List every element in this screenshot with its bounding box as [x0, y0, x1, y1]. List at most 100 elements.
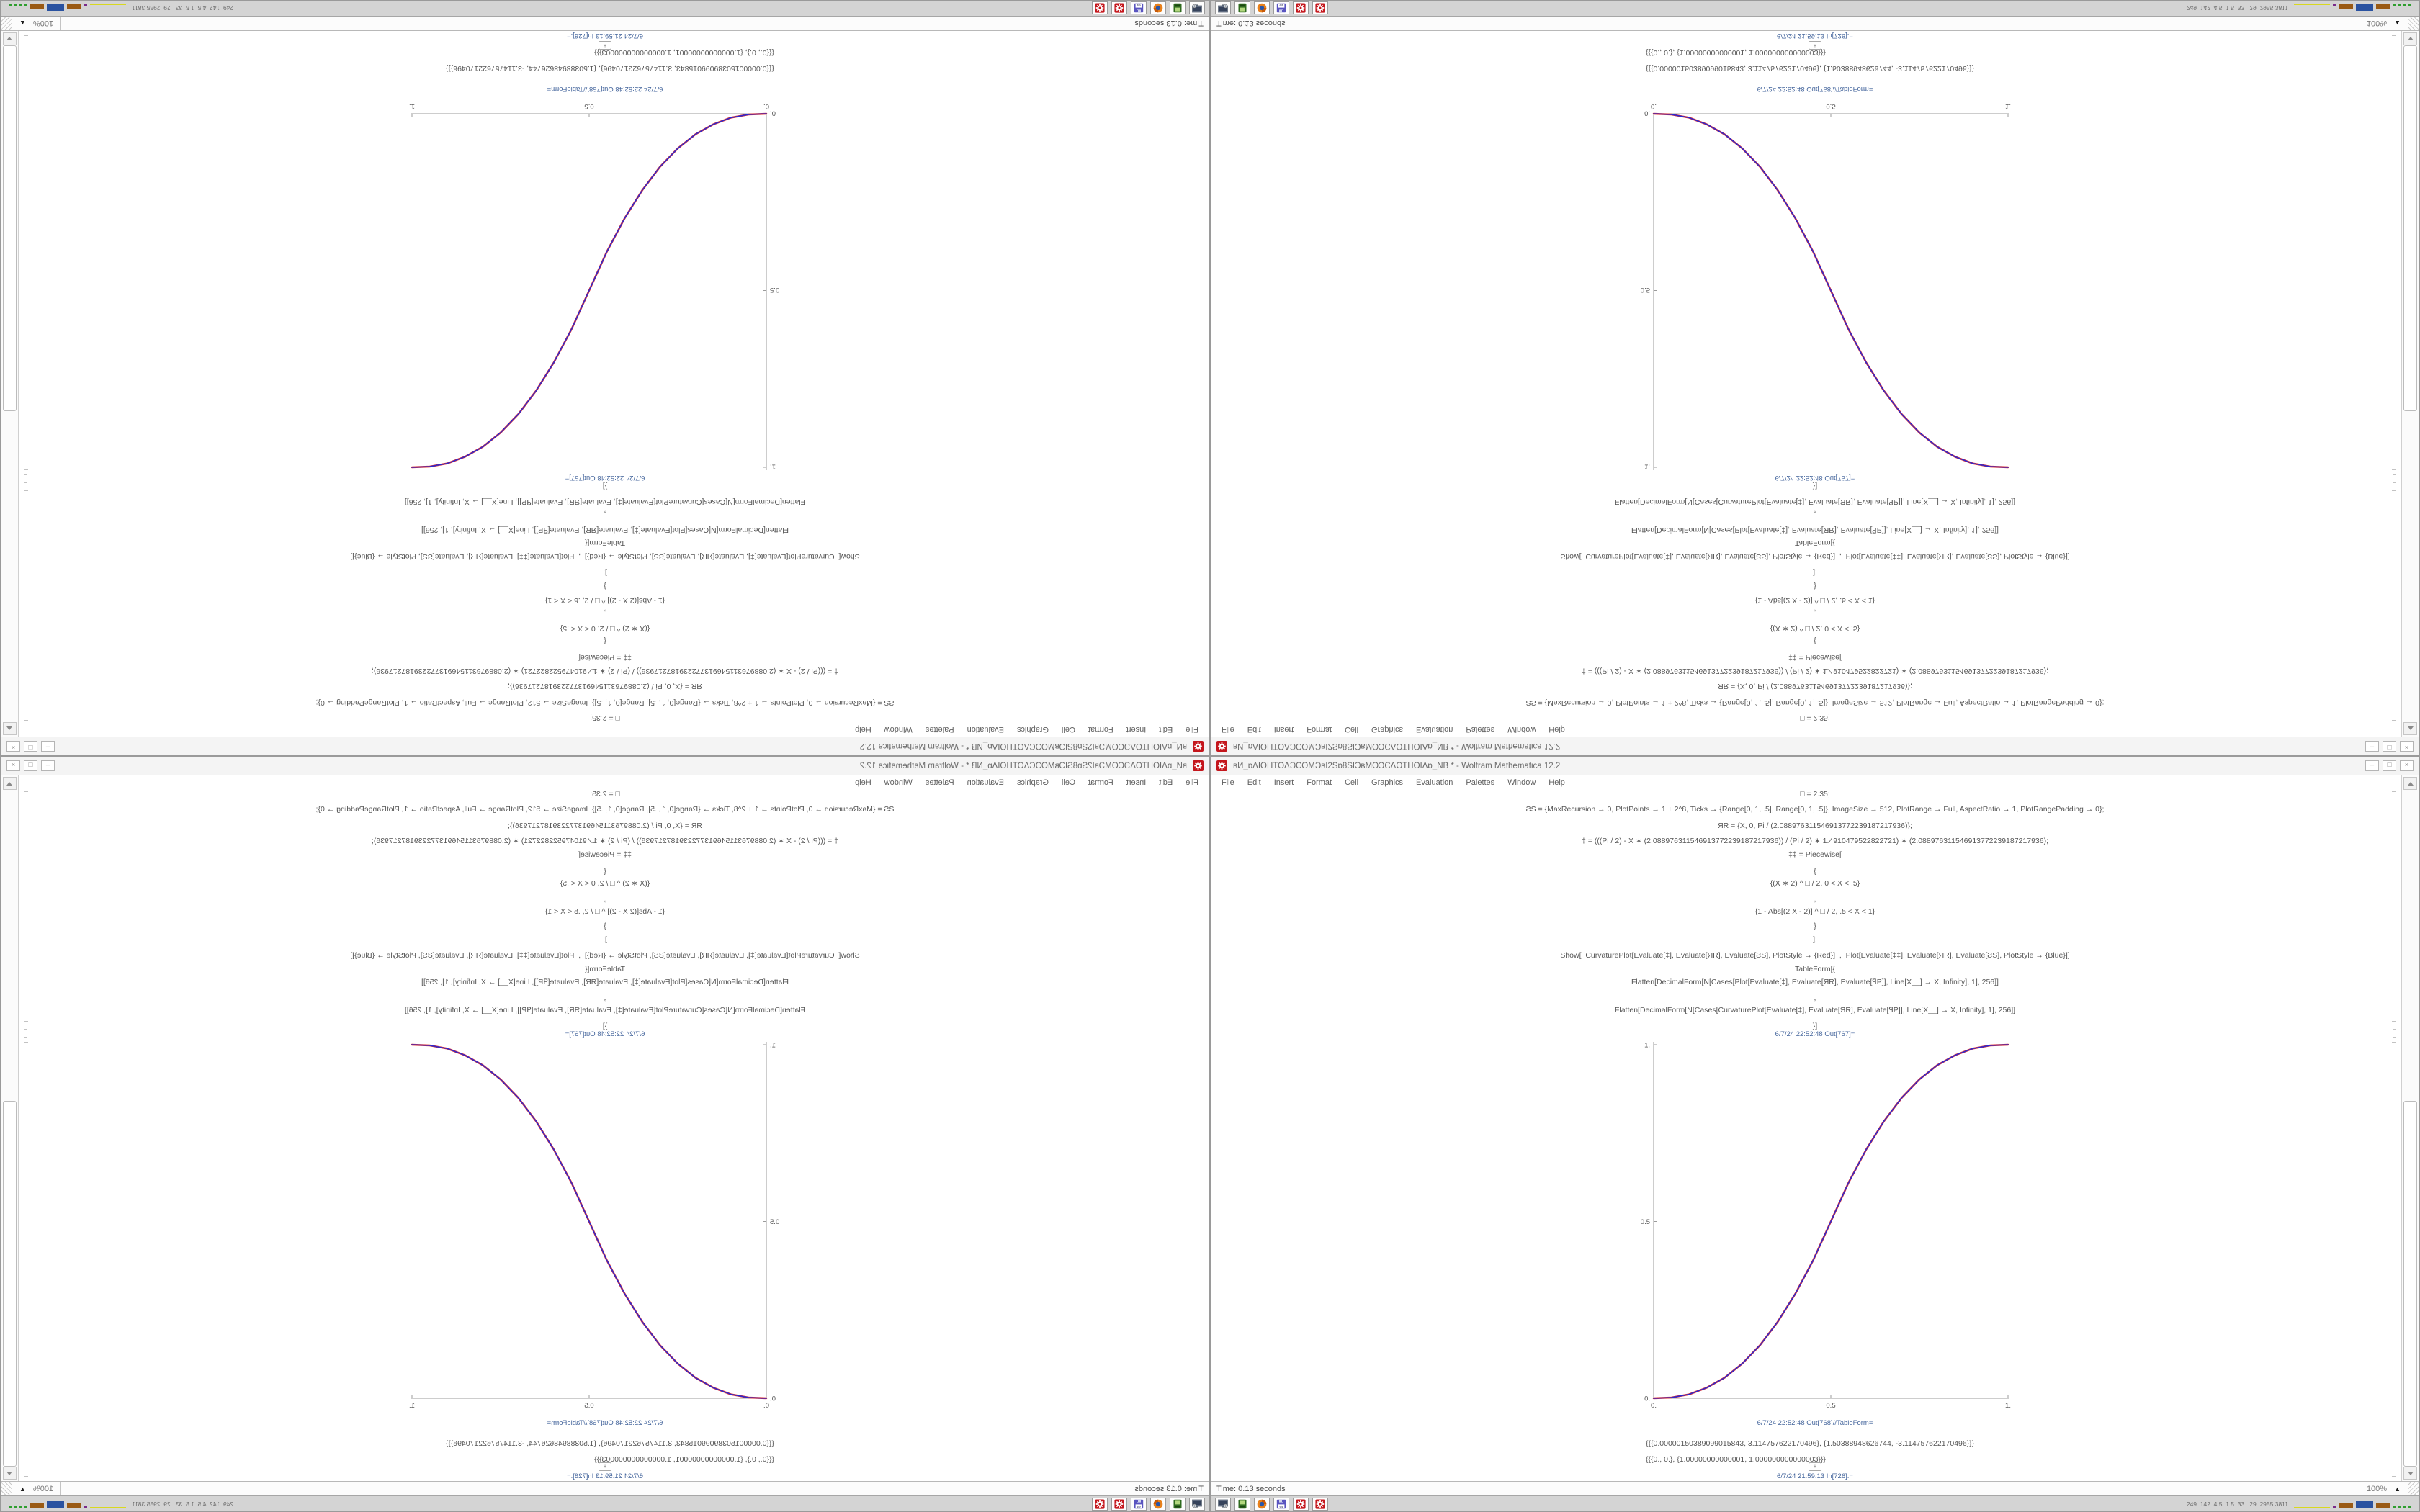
- code-line[interactable]: }: [1814, 922, 1816, 930]
- code-line[interactable]: TableForm[{: [1794, 965, 1836, 973]
- plot-graphic[interactable]: 0. 0.5 1. 0. 0.5 1.: [395, 1032, 799, 1410]
- code-line[interactable]: ‡ = (((Pi / 2) - X ∗ (2.0889763115469137…: [371, 837, 839, 845]
- mathematica-gear-icon[interactable]: [1111, 1, 1127, 15]
- cell-bracket-code[interactable]: [2392, 490, 2396, 721]
- window-titlebar[interactable]: вИ_ɒΔIOHTOΛЭCOMЭвI2Sɒ8SIЭвMOƆCΛOTHOIΔɒ_N…: [1, 737, 1209, 755]
- menu-palettes[interactable]: Palettes: [925, 778, 954, 787]
- cell-bracket-label[interactable]: [24, 474, 27, 483]
- code-line[interactable]: TableForm[{: [584, 539, 626, 547]
- scrollbar-thumb[interactable]: [2403, 1101, 2417, 1467]
- code-line[interactable]: Show[ CurvaturePlot[Evaluate[‡], Evaluat…: [350, 552, 860, 561]
- code-line[interactable]: ЯR = {X, 0, Pi / (2.08897631154691377223…: [508, 822, 702, 830]
- floppy-64-icon[interactable]: 64: [1131, 1, 1147, 15]
- code-line[interactable]: }: [1814, 582, 1816, 590]
- menu-format[interactable]: Format: [1088, 725, 1113, 734]
- plot-graphic[interactable]: 0. 0.5 1. 0. 0.5 1.: [1621, 1032, 2025, 1410]
- menu-format[interactable]: Format: [1307, 778, 1332, 787]
- cell-bracket-code[interactable]: [24, 791, 28, 1022]
- mathematica-gear-icon-2[interactable]: [1092, 1, 1108, 15]
- mathematica-gear-icon[interactable]: [1293, 1, 1309, 15]
- handheld-device-icon[interactable]: [1234, 1497, 1250, 1511]
- code-line[interactable]: ‡‡ = Piecewise[: [578, 653, 632, 662]
- code-line[interactable]: ƧS = {MaxRecursion → 0, PlotPoints → 1 +…: [1525, 805, 2105, 814]
- code-line[interactable]: TableForm[{: [584, 965, 626, 973]
- menu-evaluation[interactable]: Evaluation: [1416, 778, 1453, 787]
- code-line[interactable]: ,: [604, 510, 606, 518]
- menu-window[interactable]: Window: [884, 725, 913, 734]
- code-line[interactable]: {(X ∗ 2) ^ □ / 2, 0 < X < .5}: [1770, 879, 1860, 888]
- resize-grip[interactable]: [1, 1482, 12, 1495]
- menu-evaluation[interactable]: Evaluation: [967, 778, 1004, 787]
- screenshot-tool-icon[interactable]: [1189, 1497, 1205, 1511]
- window-titlebar[interactable]: вИ_ɒΔIOHTOΛЭCOMЭвI2Sɒ8SIЭвMOƆCΛOTHOIΔɒ_N…: [1211, 757, 2419, 775]
- code-line[interactable]: ,: [604, 608, 606, 617]
- code-line[interactable]: Show[ CurvaturePlot[Evaluate[‡], Evaluat…: [350, 951, 860, 960]
- code-line[interactable]: {1 - Abs[(2 X - 2)] ^ □ / 2, .5 < X < 1}: [544, 596, 666, 605]
- code-line[interactable]: ,: [604, 994, 606, 1002]
- mathematica-gear-icon-2[interactable]: [1312, 1, 1328, 15]
- zoom-level[interactable]: 100%: [2366, 1484, 2388, 1493]
- insert-cell-plus-button[interactable]: +: [1809, 41, 1821, 50]
- menu-palettes[interactable]: Palettes: [1466, 725, 1495, 734]
- menu-window[interactable]: Window: [1507, 778, 1536, 787]
- code-line[interactable]: ‡ = (((Pi / 2) - X ∗ (2.0889763115469137…: [371, 667, 839, 675]
- menu-evaluation[interactable]: Evaluation: [967, 725, 1004, 734]
- code-line[interactable]: Flatten[DecimalForm[N[Cases[CurvaturePlo…: [404, 498, 806, 506]
- code-line[interactable]: Flatten[DecimalForm[N[Cases[Plot[Evaluat…: [1631, 978, 1999, 986]
- code-line[interactable]: ];: [1813, 568, 1817, 577]
- screenshot-tool-icon[interactable]: [1215, 1497, 1231, 1511]
- firefox-icon[interactable]: [1150, 1497, 1166, 1511]
- zoom-menu-arrow-icon[interactable]: ▲: [19, 19, 26, 27]
- code-line[interactable]: ЯR = {X, 0, Pi / (2.08897631154691377223…: [1718, 822, 1912, 830]
- floppy-64-icon[interactable]: 64: [1273, 1497, 1289, 1511]
- code-line[interactable]: ƧS = {MaxRecursion → 0, PlotPoints → 1 +…: [1525, 698, 2105, 707]
- resize-grip[interactable]: [1, 17, 12, 30]
- menu-edit[interactable]: Edit: [1247, 778, 1261, 787]
- code-line[interactable]: Show[ CurvaturePlot[Evaluate[‡], Evaluat…: [1560, 552, 2070, 561]
- code-line[interactable]: }: [604, 922, 606, 930]
- zoom-menu-arrow-icon[interactable]: ▲: [2394, 19, 2401, 27]
- code-line[interactable]: ‡ = (((Pi / 2) - X ∗ (2.0889763115469137…: [1581, 667, 2049, 675]
- close-button[interactable]: ×: [2400, 760, 2414, 771]
- menu-palettes[interactable]: Palettes: [925, 725, 954, 734]
- resize-grip[interactable]: [2408, 1482, 2419, 1495]
- menu-file[interactable]: File: [1186, 778, 1198, 787]
- code-line[interactable]: Flatten[DecimalForm[N[Cases[CurvaturePlo…: [1614, 1006, 2016, 1014]
- cell-bracket-output[interactable]: [24, 35, 28, 470]
- menu-insert[interactable]: Insert: [1273, 725, 1294, 734]
- minimize-button[interactable]: –: [2365, 760, 2379, 771]
- cell-bracket-output[interactable]: [2392, 35, 2396, 470]
- cell-bracket-output[interactable]: [2392, 1042, 2396, 1477]
- menu-file[interactable]: File: [1222, 725, 1234, 734]
- minimize-button[interactable]: –: [2365, 741, 2379, 752]
- floppy-64-icon[interactable]: 64: [1131, 1497, 1147, 1511]
- insert-cell-plus-button[interactable]: +: [599, 41, 611, 50]
- menu-palettes[interactable]: Palettes: [1466, 778, 1495, 787]
- code-line[interactable]: ,: [1814, 994, 1816, 1002]
- menu-graphics[interactable]: Graphics: [1016, 778, 1049, 787]
- mathematica-gear-icon-2[interactable]: [1092, 1497, 1108, 1511]
- zoom-level[interactable]: 100%: [32, 1484, 54, 1493]
- firefox-icon[interactable]: [1254, 1, 1270, 15]
- cell-bracket-output[interactable]: [24, 1042, 28, 1477]
- scrollbar-thumb[interactable]: [3, 1101, 17, 1467]
- code-line[interactable]: ЯR = {X, 0, Pi / (2.08897631154691377223…: [508, 682, 702, 690]
- menu-cell[interactable]: Cell: [1345, 778, 1359, 787]
- code-line[interactable]: }]: [602, 482, 608, 490]
- zoom-control[interactable]: 100% ▲: [2358, 1482, 2408, 1495]
- code-line[interactable]: {(X ∗ 2) ^ □ / 2, 0 < X < .5}: [560, 879, 650, 888]
- scroll-down-arrow-icon[interactable]: [2403, 1467, 2417, 1480]
- code-line[interactable]: □ = 2.35;: [1800, 790, 1830, 798]
- screenshot-tool-icon[interactable]: [1215, 1, 1231, 15]
- zoom-level[interactable]: 100%: [32, 19, 54, 28]
- close-button[interactable]: ×: [6, 760, 20, 771]
- code-line[interactable]: }]: [602, 1022, 608, 1030]
- menu-format[interactable]: Format: [1307, 725, 1332, 734]
- code-line[interactable]: ‡‡ = Piecewise[: [1788, 850, 1842, 859]
- close-button[interactable]: ×: [2400, 741, 2414, 752]
- menu-insert[interactable]: Insert: [1126, 725, 1147, 734]
- code-line[interactable]: ‡‡ = Piecewise[: [578, 850, 632, 859]
- code-line[interactable]: ,: [1814, 895, 1816, 904]
- code-line[interactable]: {1 - Abs[(2 X - 2)] ^ □ / 2, .5 < X < 1}: [1754, 907, 1876, 916]
- code-line[interactable]: ЯR = {X, 0, Pi / (2.08897631154691377223…: [1718, 682, 1912, 690]
